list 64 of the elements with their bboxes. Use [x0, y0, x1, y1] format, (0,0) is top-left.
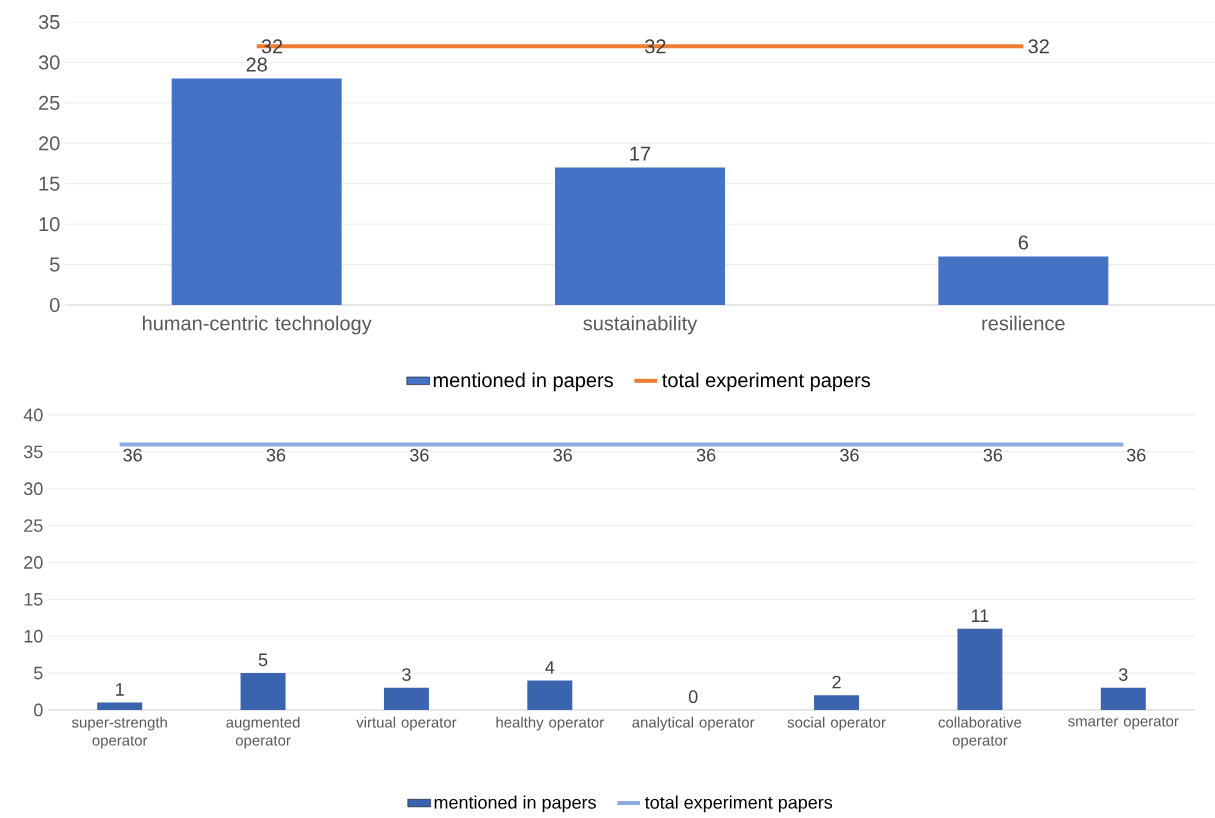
data-label: 2 — [832, 675, 841, 689]
y-tick-label: 25 — [39, 95, 60, 110]
bar — [240, 673, 286, 710]
bar — [97, 702, 143, 710]
y-tick-label: 10 — [24, 629, 43, 643]
y-tick-label: 15 — [24, 593, 43, 606]
bar — [555, 167, 726, 305]
data-label: 17 — [630, 146, 651, 161]
x-tick-label: augmented operator — [226, 716, 300, 749]
y-tick-label: 0 — [49, 297, 60, 313]
y-tick-label: 25 — [24, 519, 43, 532]
bar — [938, 256, 1109, 305]
y-tick-label: 15 — [39, 176, 60, 191]
bar — [814, 695, 860, 710]
legend-label: total experiment papers — [662, 372, 871, 392]
bar — [171, 78, 342, 305]
data-label: 36 — [410, 448, 429, 462]
data-label: 3 — [402, 668, 411, 681]
x-tick-label: social operator — [787, 716, 886, 731]
legend-label: total experiment papers — [644, 795, 833, 813]
bar — [527, 680, 573, 710]
data-label: 36 — [840, 448, 859, 462]
x-tick-label: sustainability — [583, 315, 698, 335]
data-label: 5 — [258, 653, 268, 667]
data-label: 1 — [116, 683, 124, 696]
y-tick-label: 5 — [34, 666, 43, 680]
data-label: 28 — [246, 57, 267, 72]
data-label: 6 — [1018, 235, 1029, 250]
legend-label: mentioned in papers — [434, 795, 596, 813]
data-label: 36 — [553, 448, 572, 462]
bar — [957, 628, 1003, 710]
y-tick-label: 35 — [23, 445, 43, 459]
y-tick-label: 30 — [38, 55, 60, 70]
data-label: 36 — [696, 448, 716, 462]
x-tick-label: virtual operator — [356, 716, 457, 731]
x-tick-label: collaborative operator — [938, 716, 1022, 749]
data-label: 3 — [1118, 668, 1128, 681]
y-tick-label: 0 — [34, 703, 43, 717]
data-label: 4 — [545, 661, 555, 674]
y-tick-label: 5 — [49, 257, 60, 272]
x-tick-label: resilience — [982, 315, 1065, 331]
y-tick-label: 20 — [39, 136, 60, 151]
x-tick-label: human-centric technology — [143, 315, 372, 335]
legend-label: mentioned in papers — [433, 372, 613, 392]
data-label: 36 — [266, 448, 286, 462]
x-tick-label: analytical operator — [632, 716, 755, 731]
data-label: 11 — [971, 609, 989, 622]
y-tick-label: 30 — [23, 482, 43, 496]
y-tick-label: 10 — [39, 217, 60, 232]
y-tick-label: 35 — [38, 14, 60, 30]
data-label: 32 — [261, 39, 283, 54]
x-tick-label: healthy operator — [496, 716, 604, 731]
data-label: 36 — [1126, 448, 1146, 462]
y-tick-label: 40 — [23, 408, 43, 422]
x-tick-label: smarter operator — [1068, 716, 1179, 730]
data-label: 0 — [688, 690, 698, 704]
bar — [1100, 687, 1146, 710]
data-label: 36 — [983, 448, 1003, 462]
data-label: 32 — [645, 39, 666, 54]
x-tick-label: super-strength operator — [71, 716, 167, 749]
y-tick-label: 20 — [24, 556, 43, 569]
bar — [383, 687, 429, 710]
data-label: 32 — [1028, 39, 1049, 54]
data-label: 36 — [123, 448, 142, 462]
